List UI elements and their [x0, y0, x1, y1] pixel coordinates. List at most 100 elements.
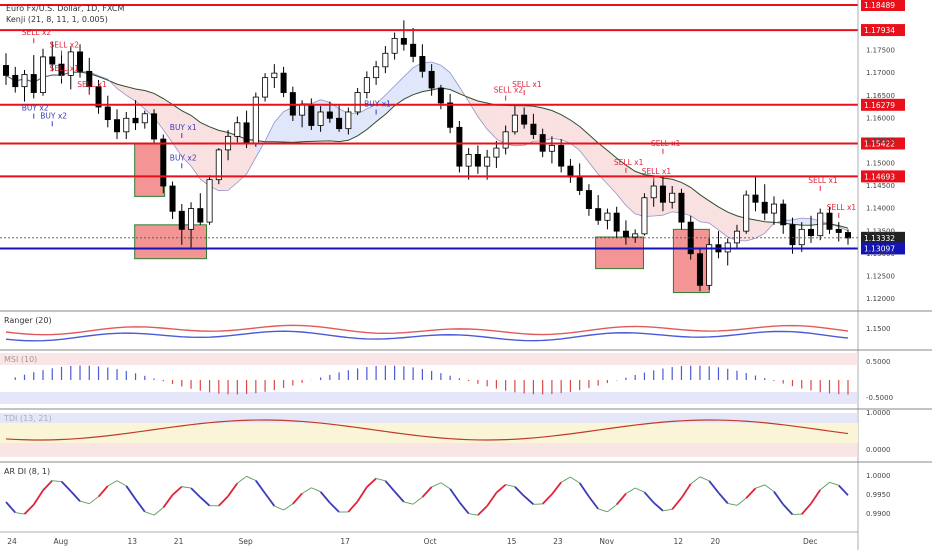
tdi-band-bottom: [0, 443, 858, 457]
candle-body: [160, 138, 167, 187]
candle-body: [400, 37, 407, 45]
candle-body: [141, 113, 148, 124]
signal-label: BUY x1: [170, 123, 197, 132]
candle-body: [49, 56, 56, 65]
ranger-upper: [5, 324, 849, 336]
ardi-segment: [171, 485, 183, 496]
candle-body: [336, 117, 343, 130]
ardi-segment: [199, 496, 211, 507]
msi-band-bottom: [0, 392, 858, 404]
candle-body: [197, 208, 204, 223]
ardi-segment: [449, 488, 461, 503]
ardi-segment: [237, 475, 247, 484]
ardi-segment: [255, 480, 266, 494]
ma-cloud-segment: [274, 111, 284, 143]
candle-body: [280, 72, 287, 93]
ardi-segment: [598, 508, 608, 513]
signal-label: SELL x1: [512, 80, 542, 89]
x-tick-label: 23: [553, 537, 563, 546]
signal-label: BUY x2: [170, 153, 197, 162]
candle-body: [262, 77, 269, 98]
ma-cloud-segment: [200, 122, 210, 187]
candle-body: [21, 74, 28, 88]
ardi-segment: [625, 487, 636, 495]
signal-zone: [134, 143, 166, 197]
ma-slow-line: [5, 71, 849, 229]
ardi-segment: [578, 482, 590, 498]
x-tick-label: 12: [673, 537, 683, 546]
ardi-segment: [5, 501, 16, 514]
ardi-segment: [52, 480, 62, 483]
level-label-box: [861, 0, 905, 12]
level-label: 1.16279: [864, 101, 895, 110]
ma-cloud-segment: [801, 218, 811, 226]
candle-body: [456, 126, 463, 167]
ardi-segment: [274, 505, 284, 511]
ardi-segment: [33, 489, 44, 506]
candle-body: [271, 72, 278, 79]
ma-cloud-segment: [126, 86, 136, 102]
candle-body: [114, 119, 121, 133]
ardi-segment: [89, 496, 99, 505]
ma-fast-line: [5, 61, 849, 242]
ardi-segment: [162, 494, 174, 509]
ardi-segment: [607, 504, 617, 513]
signal-label: SELL x1: [642, 167, 672, 176]
candle-body: [151, 113, 158, 140]
x-tick-label: Sep: [239, 537, 253, 546]
candle-body: [169, 185, 176, 212]
price-tick-label: 1.15500: [866, 137, 895, 145]
candle-body: [548, 144, 555, 152]
signal-zone: [134, 224, 208, 260]
ardi-segment: [347, 500, 359, 513]
candle-body: [428, 70, 435, 89]
ma-cloud-segment: [755, 219, 765, 239]
level-label-box: [861, 137, 905, 150]
x-tick-label: Nov: [599, 537, 614, 546]
candle-body: [632, 233, 639, 238]
candle-body: [86, 70, 93, 88]
ardi-segment: [125, 485, 137, 500]
ardi-segment: [486, 492, 498, 507]
ardi-segment: [615, 493, 627, 506]
candle-body: [326, 111, 333, 119]
candle-body: [465, 154, 472, 167]
x-tick-label: Dec: [803, 537, 818, 546]
candle-body: [650, 185, 657, 199]
ma-cloud-segment: [487, 103, 497, 139]
candle-body: [382, 52, 389, 68]
ma-cloud-segment: [450, 72, 460, 94]
level-label: 1.13097: [864, 244, 895, 253]
level-label-box: [861, 98, 905, 111]
x-tick-label: 13: [128, 537, 138, 546]
level-label: 1.18489: [864, 1, 895, 10]
candle-body: [493, 147, 500, 158]
ardi-segment: [116, 480, 127, 487]
ardi-segment: [15, 512, 25, 515]
ardi-segment: [431, 482, 442, 488]
signal-label: SELL x1: [808, 176, 838, 185]
candle-body: [345, 111, 352, 130]
price-tick-label: 1.14500: [866, 182, 895, 190]
signal-zone: [595, 236, 644, 270]
candle-body: [206, 179, 213, 223]
candle-body: [706, 244, 713, 286]
candle-body: [243, 122, 250, 144]
ardi-segment: [764, 484, 775, 492]
candle-body: [659, 185, 666, 203]
candle-body: [104, 106, 111, 121]
ma-cloud-segment: [607, 150, 617, 195]
candle-body: [585, 190, 592, 209]
candle-body: [437, 87, 444, 104]
ardi-segment: [829, 481, 839, 486]
candle-body: [789, 224, 796, 246]
ma-cloud-segment: [181, 110, 192, 167]
ardi-segment: [477, 505, 488, 516]
ardi-segment: [662, 508, 673, 512]
ma-cloud-segment: [598, 142, 608, 185]
ma-cloud-segment: [468, 97, 478, 117]
ardi-segment: [755, 484, 765, 489]
ma-cloud-segment: [357, 108, 367, 136]
candle-body: [558, 144, 565, 167]
